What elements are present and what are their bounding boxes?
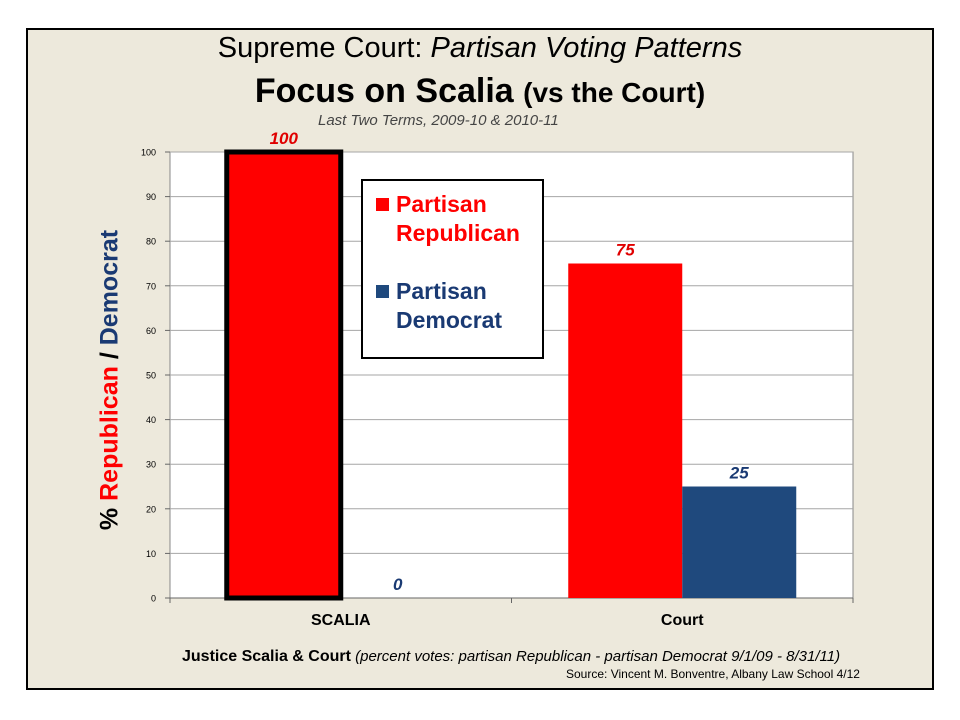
chart-caption: Justice Scalia & Court (percent votes: p… <box>182 648 840 666</box>
y-tick-label: 50 <box>146 371 156 381</box>
legend-box <box>361 179 544 359</box>
subtitle-main-text: Focus on Scalia <box>254 72 514 110</box>
x-tick-label: SCALIA <box>311 612 371 629</box>
chart-terms-subtitle: Last Two Terms, 2009-10 & 2010-11 <box>318 112 559 129</box>
y-tick-label: 10 <box>146 549 156 559</box>
title-italic-text: Partisan Voting Patterns <box>430 32 743 64</box>
y-tick-label: 30 <box>146 460 156 470</box>
y-tick-label: 40 <box>146 415 156 425</box>
y-tick-label: 70 <box>146 281 156 291</box>
subtitle-paren-text: (vs the Court) <box>523 77 706 108</box>
y-tick-label: 20 <box>146 504 156 514</box>
legend-label: Democrat <box>396 307 502 333</box>
x-tick-label: Court <box>661 612 704 629</box>
legend-label: Republican <box>396 220 520 246</box>
legend-swatch <box>376 198 389 211</box>
legend-label: Partisan <box>396 191 487 217</box>
data-label: 100 <box>270 129 299 148</box>
title-text: Supreme Court: <box>217 32 423 64</box>
chart-subtitle: Focus on Scalia (vs the Court) <box>0 72 960 111</box>
bar <box>682 486 797 598</box>
y-tick-label: 60 <box>146 326 156 336</box>
y-tick-label: 100 <box>141 148 156 158</box>
legend-swatch <box>376 285 389 298</box>
legend-label: Partisan <box>396 278 487 304</box>
data-label: 25 <box>729 464 749 483</box>
y-tick-label: 90 <box>146 192 156 202</box>
caption-detail-text: (percent votes: partisan Republican - pa… <box>355 648 841 665</box>
y-tick-label: 0 <box>151 594 156 604</box>
caption-main-text: Justice Scalia & Court <box>182 648 351 665</box>
source-note: Source: Vincent M. Bonventre, Albany Law… <box>566 667 860 681</box>
bar <box>568 263 683 598</box>
chart-title: Supreme Court: Partisan Voting Patterns <box>0 32 960 65</box>
bar <box>224 149 344 601</box>
data-label: 0 <box>393 575 403 594</box>
y-tick-label: 80 <box>146 237 156 247</box>
data-label: 75 <box>616 241 635 260</box>
